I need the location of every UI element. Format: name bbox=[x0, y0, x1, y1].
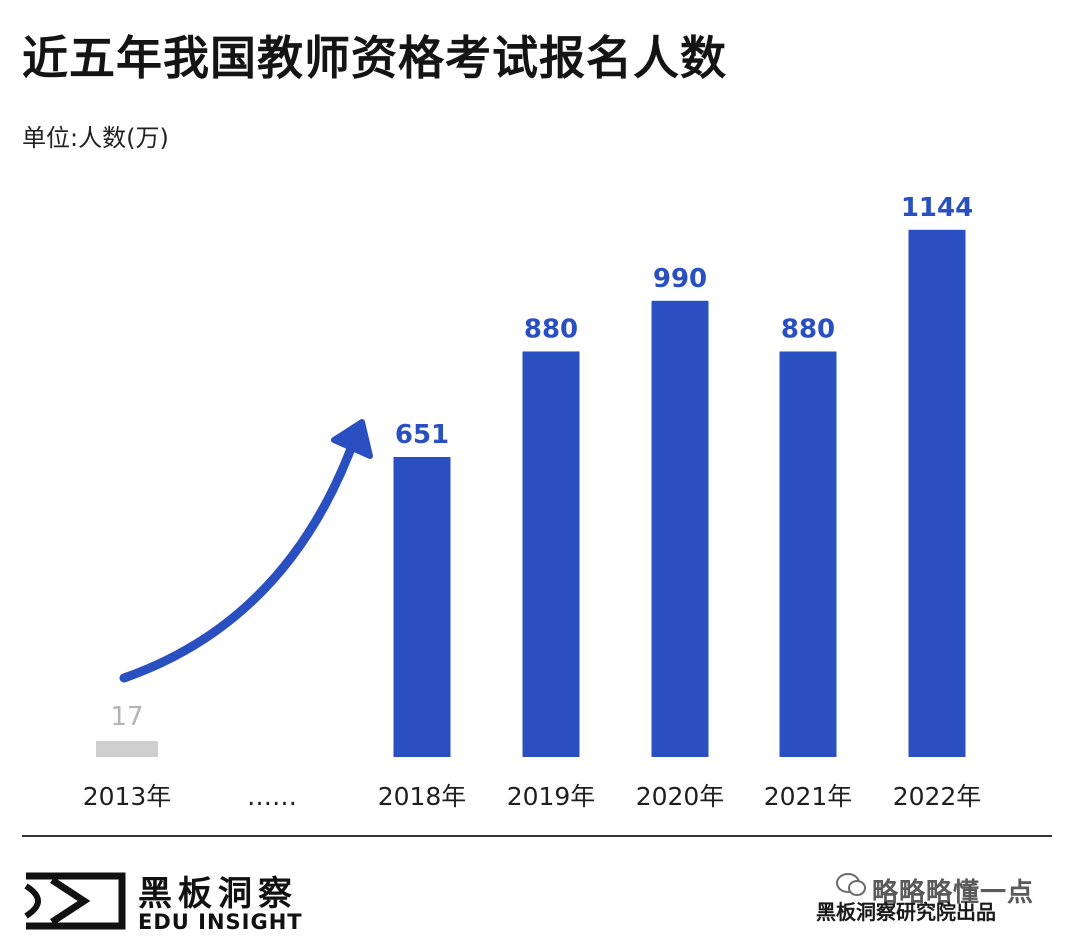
bar-3 bbox=[522, 351, 580, 757]
x-tick-label-6: 2022年 bbox=[893, 782, 982, 811]
bar-6 bbox=[908, 229, 966, 758]
data-label-4: 990 bbox=[653, 264, 707, 294]
brand-logo: 黑板洞察 EDU INSIGHT bbox=[22, 866, 312, 938]
data-label-3: 880 bbox=[524, 314, 578, 344]
growth-arrow bbox=[119, 430, 361, 683]
data-label-0: 17 bbox=[110, 702, 143, 732]
chart-title: 近五年我国教师资格考试报名人数 bbox=[22, 31, 727, 85]
growth-arrow-head bbox=[331, 419, 373, 459]
wechat-icon bbox=[836, 873, 866, 896]
x-tick-label-4: 2020年 bbox=[636, 782, 725, 811]
footer-divider bbox=[22, 835, 1052, 837]
bar-2 bbox=[393, 456, 451, 757]
x-tick-label-1: …… bbox=[247, 782, 297, 811]
bar-chart: 17 651 880 990 880 1144 2013年 …… 2018年 2019年 2020… bbox=[83, 193, 982, 811]
x-tick-label-3: 2019年 bbox=[507, 782, 596, 811]
unit-label: 单位:人数(万) bbox=[22, 124, 169, 152]
bar-5 bbox=[779, 351, 837, 757]
data-label-5: 880 bbox=[781, 314, 835, 344]
source-credit: 黑板洞察研究院出品 bbox=[816, 900, 996, 924]
x-tick-label-2: 2018年 bbox=[378, 782, 467, 811]
bar-0 bbox=[96, 741, 158, 757]
data-label-6: 1144 bbox=[901, 193, 973, 223]
brand-name-en: EDU INSIGHT bbox=[138, 910, 303, 934]
bar-4 bbox=[651, 300, 709, 757]
brand-mark-icon bbox=[24, 872, 126, 930]
watermark-text: 略略略懂一点 bbox=[872, 878, 1035, 908]
brand-name-cn: 黑板洞察 bbox=[138, 874, 298, 914]
x-tick-label-5: 2021年 bbox=[764, 782, 853, 811]
data-label-2: 651 bbox=[395, 420, 449, 450]
x-tick-label-0: 2013年 bbox=[83, 782, 172, 811]
